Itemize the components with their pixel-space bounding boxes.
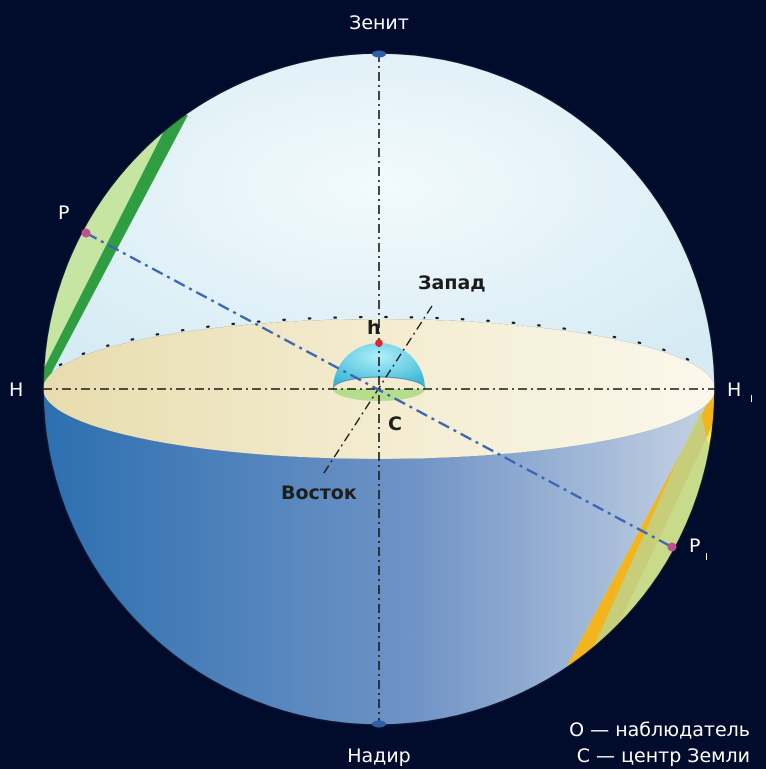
pole-marker-bottom: [667, 542, 677, 552]
horizon-right-subscript: I: [750, 394, 753, 405]
west-label: Запад: [418, 272, 486, 294]
upper-hemisphere: [43, 53, 715, 389]
horizon-left-label: Н: [9, 379, 23, 401]
legend-observer: О — наблюдатель: [569, 719, 750, 741]
lower-hemisphere: [43, 389, 715, 725]
zenith-label: Зенит: [349, 12, 409, 34]
altitude-label: h: [367, 317, 381, 339]
pole-bottom-subscript: I: [705, 552, 708, 563]
pole-marker-top: [81, 228, 91, 238]
horizon-right-label: Н: [727, 379, 741, 401]
altitude-marker: [375, 339, 383, 347]
pole-top-label: Р: [58, 202, 69, 224]
legend-center: С — центр Земли: [577, 745, 750, 767]
center-label: С: [388, 413, 402, 435]
nadir-marker: [372, 720, 386, 728]
pole-bottom-label: Р: [689, 535, 700, 557]
zenith-marker: [372, 50, 386, 58]
east-label: Восток: [281, 482, 357, 504]
east-west-line: [321, 305, 433, 477]
nadir-label: Надир: [347, 745, 410, 767]
celestial-axis: [85, 231, 673, 549]
